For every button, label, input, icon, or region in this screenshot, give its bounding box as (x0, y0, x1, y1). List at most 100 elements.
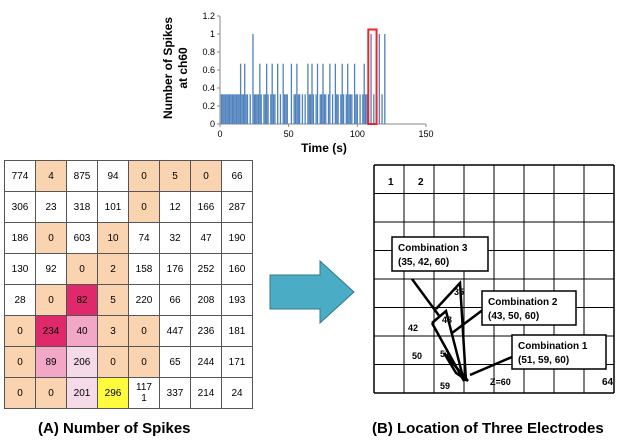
table-cell: 158 (128, 253, 160, 285)
table-cell: 89 (35, 346, 67, 378)
table-cell: 447 (159, 315, 191, 347)
table-cell: 117 1 (128, 377, 160, 409)
table-cell: 337 (159, 377, 191, 409)
combination-2-box: Combination 2 (43, 50, 60) (481, 290, 577, 326)
combination-3-values: (35, 42, 60) (398, 257, 449, 268)
table-cell: 220 (128, 284, 160, 316)
table-cell: 0 (128, 191, 160, 223)
electrode-label-2: 2 (418, 177, 424, 188)
table-cell: 4 (35, 160, 67, 192)
table-cell: 66 (221, 160, 253, 192)
table-cell: 190 (221, 222, 253, 254)
table-cell: 66 (159, 284, 191, 316)
table-cell: 0 (128, 160, 160, 192)
table-cell: 40 (66, 315, 98, 347)
combination-1-box: Combination 1 (51, 59, 60) (511, 334, 607, 370)
table-cell: 166 (190, 191, 222, 223)
table-cell: 28 (4, 284, 36, 316)
table-row: 130 92 0 2 158 176 252 160 (4, 253, 253, 285)
table-cell: 318 (66, 191, 98, 223)
combination-1-values: (51, 59, 60) (518, 355, 569, 366)
x-tick-label: 100 (350, 129, 365, 139)
pointer-combination-3 (410, 278, 442, 318)
combination-2-values: (43, 50, 60) (488, 311, 539, 322)
table-cell: 130 (4, 253, 36, 285)
y-axis-label-line1: Number of Spikes (161, 17, 175, 119)
x-axis-label: Time (s) (301, 141, 347, 155)
table-row: 0 234 40 3 0 447 236 181 (4, 315, 253, 347)
combination-3-box: Combination 3 (35, 42, 60) (391, 236, 489, 272)
table-cell: 32 (159, 222, 191, 254)
table-row: 306 23 318 101 0 12 166 287 (4, 191, 253, 223)
y-tick-label: 0.2 (202, 101, 215, 111)
x-tick-label: 150 (418, 129, 433, 139)
chart-y-ticks: 0 0.2 0.4 0.6 0.8 1 1.2 (202, 11, 220, 129)
table-cell: 101 (97, 191, 129, 223)
electrode-label-43: 43 (442, 315, 452, 325)
electrode-label-35: 35 (454, 287, 464, 297)
table-cell: 94 (97, 160, 129, 192)
y-tick-label: 0.4 (202, 83, 215, 93)
table-cell: 82 (66, 284, 98, 316)
combination-3-title: Combination 3 (398, 243, 468, 254)
table-cell: 234 (35, 315, 67, 347)
table-cell: 23 (35, 191, 67, 223)
table-cell: 2 (97, 253, 129, 285)
caption-number-of-spikes: (A) Number of Spikes (38, 420, 191, 437)
table-cell: 160 (221, 253, 253, 285)
chart-x-ticks: 0 50 100 150 (217, 124, 434, 139)
pointer-combination-1 (469, 355, 513, 377)
table-cell: 0 (35, 222, 67, 254)
table-cell: 236 (190, 315, 222, 347)
table-cell: 0 (128, 315, 160, 347)
electrode-label-1: 1 (388, 177, 394, 188)
table-cell: 214 (190, 377, 222, 409)
table-row: 28 0 82 5 220 66 208 193 (4, 284, 253, 316)
spike-chart: 0 0.2 0.4 0.6 0.8 1 1.2 0 50 100 150 Number of Sp… (161, 11, 434, 155)
triangle-combination-3 (435, 279, 468, 382)
y-tick-label: 1.2 (202, 11, 215, 21)
electrode-label-50: 50 (412, 351, 422, 361)
table-cell: 5 (159, 160, 191, 192)
table-cell: 306 (4, 191, 36, 223)
x-tick-label: 0 (217, 129, 222, 139)
table-cell: 244 (190, 346, 222, 378)
table-cell: 12 (159, 191, 191, 223)
table-cell: 296 (97, 377, 129, 409)
table-cell: 875 (66, 160, 98, 192)
table-cell: 5 (97, 284, 129, 316)
table-cell: 0 (97, 346, 129, 378)
table-cell: 0 (35, 377, 67, 409)
table-cell: 287 (221, 191, 253, 223)
y-axis-label-line2: at ch60 (176, 47, 190, 89)
x-tick-label: 50 (284, 129, 294, 139)
table-cell: 201 (66, 377, 98, 409)
triangle-combination-1 (442, 352, 469, 383)
y-tick-label: 0 (210, 119, 215, 129)
table-row: 0 0 201 296 117 1 337 214 24 (4, 377, 253, 409)
table-cell: 0 (128, 346, 160, 378)
electrode-label-42: 42 (408, 323, 418, 333)
table-cell: 193 (221, 284, 253, 316)
table-cell: 0 (4, 315, 36, 347)
highlight-box (367, 28, 378, 125)
table-cell: 186 (4, 222, 36, 254)
table-cell: 0 (4, 377, 36, 409)
table-cell: 10 (97, 222, 129, 254)
y-tick-label: 1 (210, 29, 215, 39)
table-cell: 74 (128, 222, 160, 254)
chart-bars (220, 34, 386, 124)
table-cell: 176 (159, 253, 191, 285)
table-cell: 206 (66, 346, 98, 378)
right-arrow-icon (269, 259, 355, 325)
electrode-label-z60: Z=60 (490, 377, 511, 387)
table-cell: 0 (66, 253, 98, 285)
table-cell: 92 (35, 253, 67, 285)
electrode-label-64: 64 (602, 377, 614, 388)
y-tick-label: 0.6 (202, 65, 215, 75)
table-row: 186 0 603 10 74 32 47 190 (4, 222, 253, 254)
table-cell: 774 (4, 160, 36, 192)
spike-count-table: 774 4 875 94 0 5 0 66 306 23 318 101 0 12 166 287 186 0 60… (4, 160, 253, 409)
table-row: 774 4 875 94 0 5 0 66 (4, 160, 253, 192)
table-cell: 208 (190, 284, 222, 316)
